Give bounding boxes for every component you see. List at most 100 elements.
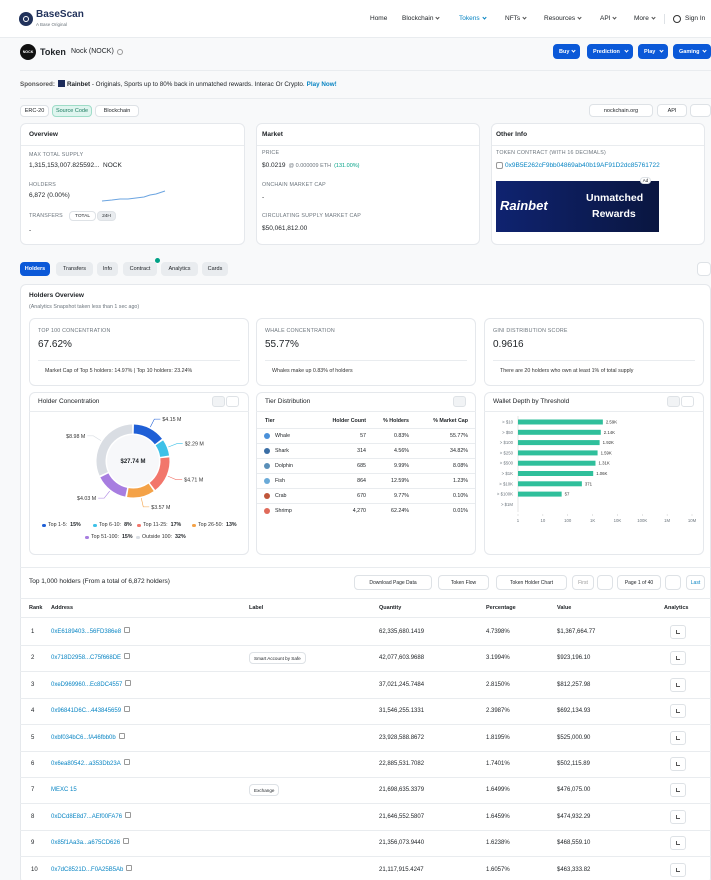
copy-icon[interactable] — [124, 706, 131, 713]
table-cell: 57 — [360, 433, 366, 439]
rank: 10 — [31, 866, 38, 873]
table-header: Rank — [29, 605, 43, 611]
view-toggle[interactable] — [453, 396, 466, 407]
tab-pill[interactable]: 24H — [97, 211, 116, 221]
copy-icon[interactable] — [125, 811, 132, 818]
address-link[interactable]: 0x7dC8521D...F0A25B5Ab — [51, 866, 124, 873]
header-button[interactable]: Buy — [553, 44, 580, 59]
tool-button[interactable]: API — [657, 104, 687, 117]
analytics-button[interactable] — [670, 625, 686, 639]
address-link[interactable]: 0x6ea80542...a353Db23A — [51, 761, 121, 767]
address-link[interactable]: 0x96841D6C...443845659 — [51, 708, 122, 715]
divider — [257, 145, 479, 146]
tab[interactable]: Contract — [123, 262, 157, 276]
table-cell: 8.08% — [452, 463, 468, 469]
tool-button[interactable]: nockchain.org — [589, 104, 653, 117]
analytics-button[interactable] — [670, 704, 686, 719]
copy-icon[interactable] — [123, 759, 130, 765]
address-link[interactable]: 0x85f1Aa3a...a675CD626 — [51, 840, 121, 847]
analytics-button[interactable] — [670, 836, 686, 851]
view-toggle[interactable] — [681, 396, 694, 407]
copy-icon[interactable] — [126, 864, 133, 871]
quantity: 21,646,552.5807 — [379, 813, 425, 820]
tag[interactable]: ERC-20 — [20, 105, 49, 117]
sponsored-link[interactable]: Play Now! — [306, 81, 337, 88]
contract-address[interactable]: 0x9B5E262cF9bb04869ab40b19AF91D2dc857617… — [505, 162, 660, 169]
tab[interactable]: Holders — [20, 262, 50, 276]
address-link[interactable]: 0xDCd8E8d7...AEf00FA76 — [51, 813, 123, 820]
tab[interactable]: Transfers — [56, 262, 93, 276]
address-link[interactable]: 0xE6189403...56FD386e8 — [51, 629, 122, 635]
address-link[interactable]: 0xeD969960...Ec8DC4557 — [51, 681, 123, 688]
page-next[interactable] — [665, 575, 681, 590]
tag[interactable]: Blockchain — [95, 105, 139, 117]
address-link[interactable]: 0x718D2958...C75f668DE — [51, 655, 122, 662]
legend-value: 32% — [175, 534, 186, 540]
nav-link[interactable]: Blockchain — [402, 15, 434, 22]
tab[interactable]: Info — [97, 262, 118, 276]
nav-link[interactable]: API — [600, 15, 611, 22]
nav-link[interactable]: More — [634, 15, 649, 22]
tag[interactable]: Source Code — [52, 105, 92, 117]
quantity: 62,335,680.1419 — [379, 629, 425, 635]
badge-dot — [155, 258, 160, 263]
page-button[interactable]: First — [572, 575, 594, 590]
analytics-button[interactable] — [670, 757, 686, 771]
action-button[interactable]: Token Holder Chart — [496, 575, 567, 590]
view-toggle[interactable] — [226, 396, 239, 407]
value: $692,134.93 — [557, 708, 591, 715]
tab[interactable]: Cards — [202, 262, 228, 276]
menu-button[interactable] — [690, 104, 711, 117]
table-header: Label — [249, 605, 264, 611]
legend-dot — [192, 523, 196, 527]
rank: 8 — [31, 813, 35, 820]
token-name: Nock (NOCK) — [71, 48, 114, 55]
copy-icon[interactable] — [123, 838, 130, 845]
analytics-button[interactable] — [670, 651, 686, 666]
table-header: Analytics — [664, 605, 689, 611]
analytics-button[interactable] — [670, 677, 686, 692]
nav-link[interactable]: NFTs — [505, 15, 521, 22]
rank: 5 — [31, 734, 35, 741]
tab[interactable]: Analytics — [161, 262, 198, 276]
action-button[interactable]: Token Flow — [438, 575, 489, 590]
table-cell: 62.24% — [391, 508, 409, 514]
page-button[interactable]: Last — [686, 575, 705, 590]
copy-icon[interactable] — [124, 653, 131, 660]
analytics-button[interactable] — [670, 783, 686, 798]
address-link[interactable]: 0xbf034bC6...fA46fbb0b — [51, 734, 116, 741]
view-toggle[interactable] — [212, 396, 225, 407]
header-button[interactable]: Prediction — [587, 44, 633, 59]
sign-in[interactable]: Sign In — [685, 15, 706, 22]
percentage: 1.6238% — [486, 840, 510, 847]
percentage: 1.6057% — [486, 866, 510, 873]
analytics-button[interactable] — [670, 730, 686, 745]
nav-link[interactable]: Tokens — [459, 15, 480, 22]
action-button[interactable]: Download Page Data — [354, 575, 432, 590]
search-button[interactable] — [697, 262, 711, 276]
label: MAX TOTAL SUPPLY — [29, 152, 84, 158]
ad-banner[interactable] — [496, 181, 659, 232]
header-button[interactable]: Gaming — [673, 44, 711, 59]
address-link[interactable]: MEXC 15 — [51, 787, 77, 794]
stat-note: Market Cap of Top 5 holders: 14.97% | To… — [45, 368, 193, 374]
page-prev[interactable] — [597, 575, 613, 590]
copy-icon[interactable] — [124, 627, 131, 633]
table-cell: Shark — [275, 448, 289, 454]
divider — [20, 671, 711, 673]
copy-icon[interactable] — [118, 732, 125, 739]
holders: 6,872 (0.00%) — [29, 192, 70, 199]
table-cell: 0.83% — [393, 433, 409, 439]
copy-icon[interactable] — [125, 679, 132, 686]
nav-link[interactable]: Resources — [544, 15, 576, 22]
nav-link[interactable]: Home — [370, 15, 388, 22]
header-button[interactable]: Play — [638, 44, 668, 59]
analytics-button[interactable] — [670, 809, 686, 824]
analytics-button[interactable] — [670, 862, 686, 877]
view-toggle[interactable] — [667, 396, 680, 407]
stat-label: TOP 100 CONCENTRATION — [38, 328, 111, 334]
tab-pill[interactable]: TOTAL — [69, 211, 96, 221]
quantity: 21,356,073.9440 — [379, 840, 425, 847]
table-cell: Shrimp — [275, 508, 292, 514]
table-header: % Holders — [383, 418, 409, 424]
